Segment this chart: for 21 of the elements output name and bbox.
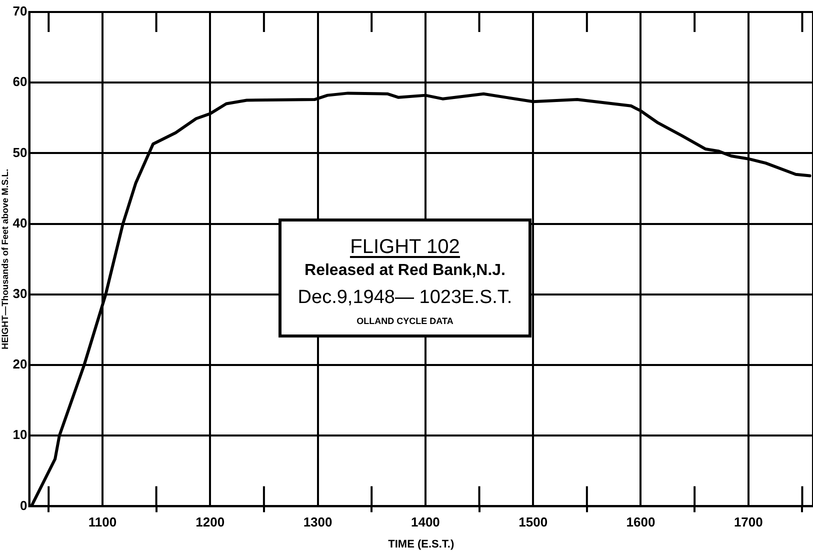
y-tick-label: 10 — [12, 427, 28, 442]
y-tick-label: 30 — [12, 286, 28, 301]
y-tick-label: 60 — [12, 74, 28, 90]
y-tick-label: 0 — [20, 498, 28, 513]
x-tick-label: 1400 — [410, 514, 440, 530]
x-axis-title: TIME (E.S.T.) — [388, 538, 454, 550]
x-tick-label: 1500 — [518, 514, 548, 530]
y-tick-label: 50 — [12, 144, 28, 160]
annotation: Dec.9,1948— 1023E.S.T. — [298, 287, 512, 308]
annotation: Released at Red Bank,N.J. — [304, 262, 506, 279]
annotation: OLLAND CYCLE DATA — [356, 316, 454, 326]
x-tick-label: 1200 — [196, 514, 225, 530]
y-axis-title: HEIGHT—Thousands of Feet above M.S.L. — [0, 168, 10, 350]
x-tick-label: 1100 — [88, 514, 117, 530]
annotation: FLIGHT 102 — [350, 236, 460, 258]
y-tick-label: 40 — [12, 215, 28, 230]
y-tick-label: 20 — [12, 356, 28, 372]
y-tick-label: 70 — [12, 4, 28, 19]
x-tick-label: 1600 — [626, 514, 656, 530]
x-tick-label: 1700 — [734, 514, 763, 530]
x-tick-label: 1300 — [303, 514, 332, 530]
